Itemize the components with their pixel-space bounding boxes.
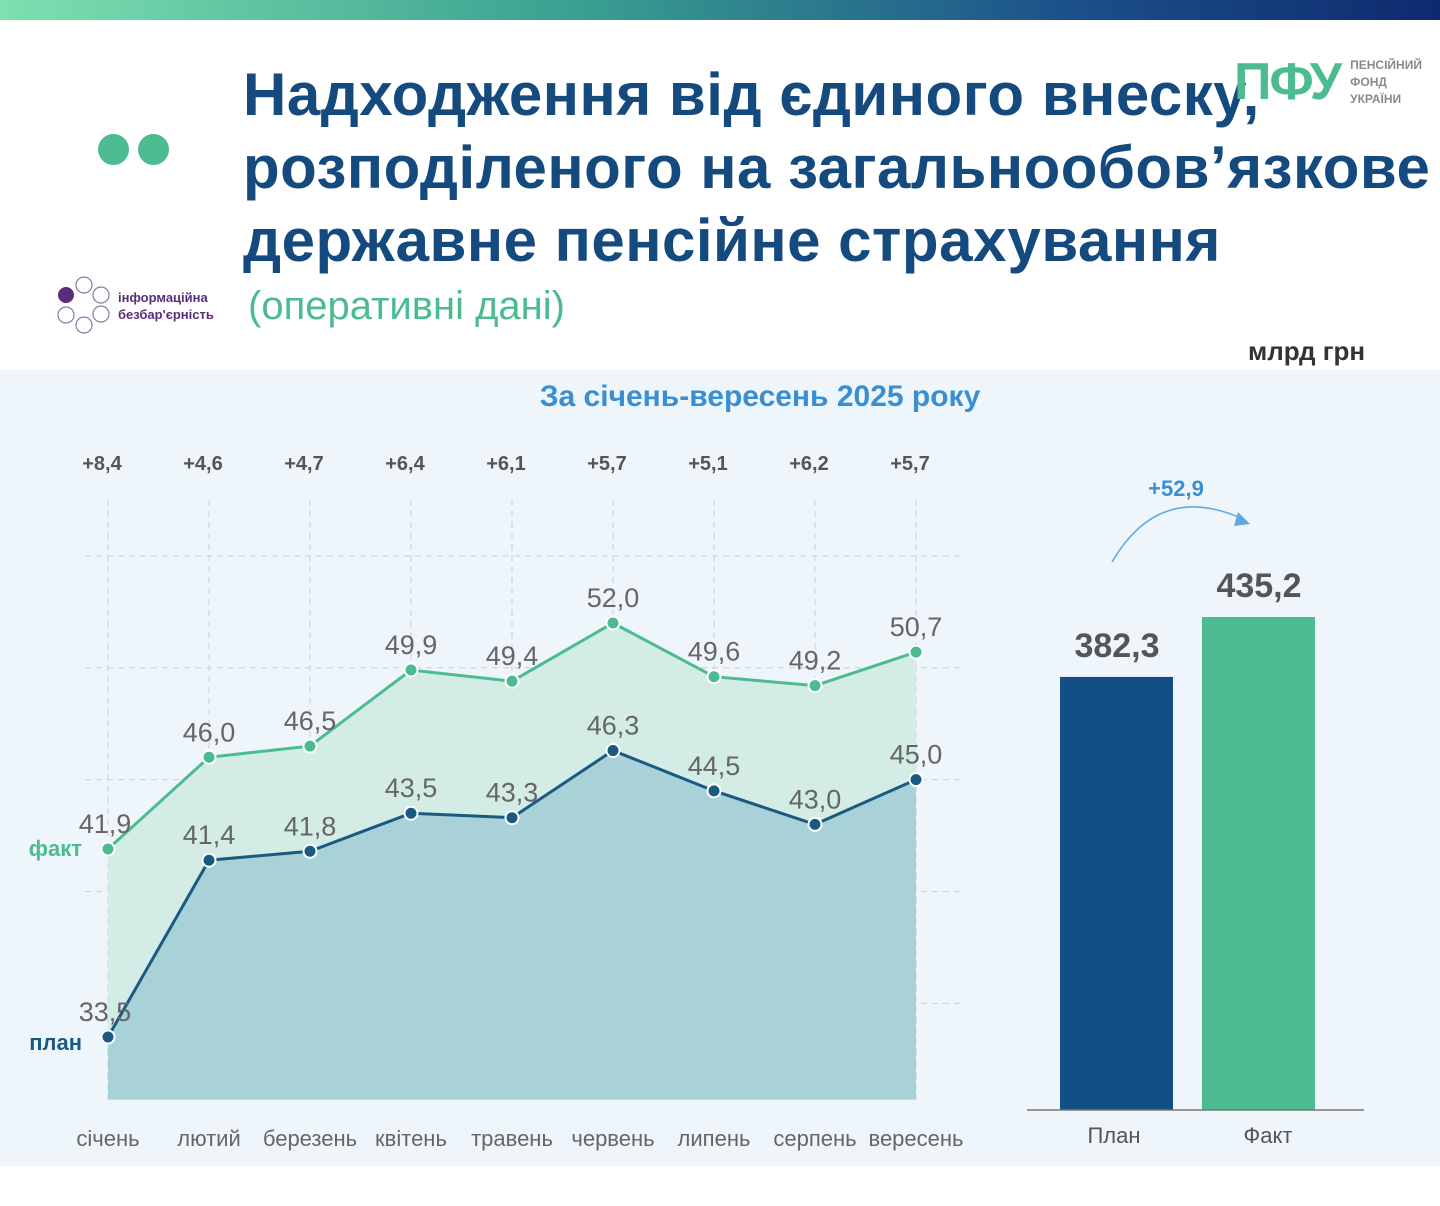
data-label: 44,5 [688, 751, 741, 781]
data-label: 46,3 [587, 711, 640, 741]
accessibility-logo-line: безбар'єрність [118, 307, 214, 322]
difference-label: +5,7 [890, 453, 929, 475]
bar-value-label: 382,3 [1074, 627, 1159, 665]
data-label: 49,6 [688, 637, 741, 667]
legend-plan: план [29, 1030, 82, 1055]
title-line: розподіленого на загальнообов’язкове [243, 134, 1431, 201]
difference-label: +5,7 [587, 453, 626, 475]
bar-difference-label: +52,9 [1148, 476, 1204, 501]
data-point [605, 743, 621, 759]
data-label: 41,9 [79, 809, 132, 839]
x-tick-label: лютий [177, 1126, 241, 1151]
bar-value-label: 435,2 [1216, 567, 1301, 605]
difference-label: +6,4 [385, 453, 425, 475]
accessibility-logo: інформаційна безбар'єрність [56, 276, 214, 336]
bar-category-label: Факт [1244, 1123, 1293, 1148]
data-point [302, 738, 318, 754]
data-label: 45,0 [890, 740, 943, 770]
data-label: 41,4 [183, 820, 236, 850]
data-point [201, 749, 217, 765]
arrow-head-icon [1234, 512, 1250, 526]
difference-label: +6,1 [486, 453, 525, 475]
title-line: Надходження від єдиного внеску, [243, 61, 1260, 128]
chart-title: За січень-вересень 2025 року [539, 380, 981, 413]
difference-label: +4,6 [183, 453, 222, 475]
pfu-logo-line: ФОНД [1350, 74, 1387, 89]
x-tick-label: червень [571, 1126, 654, 1151]
difference-label: +6,2 [789, 453, 828, 475]
pfu-logo: ПФУ ПЕНСІЙНИЙ ФОНД УКРАЇНИ [1234, 52, 1422, 112]
bar-План [1060, 676, 1173, 1110]
data-point [706, 669, 722, 685]
page-title: Надходження від єдиного внеску, розподіл… [243, 58, 1430, 277]
difference-label: +4,7 [284, 453, 323, 475]
circles-icon [57, 276, 110, 334]
unit-label: млрд грн [1248, 336, 1366, 366]
difference-label: +8,4 [82, 453, 122, 475]
data-point [100, 1029, 116, 1045]
data-point [807, 678, 823, 694]
subtitle: (оперативні дані) [248, 284, 565, 328]
x-tick-label: вересень [869, 1126, 964, 1151]
x-tick-label: травень [471, 1126, 553, 1151]
arrow-icon [1111, 506, 1246, 563]
data-label: 49,9 [385, 630, 438, 660]
data-label: 46,0 [183, 717, 236, 747]
data-point [201, 852, 217, 868]
data-label: 46,5 [284, 706, 337, 736]
data-label: 43,0 [789, 784, 842, 814]
x-tick-label: березень [263, 1126, 357, 1151]
bar-Факт [1202, 617, 1315, 1110]
legend-fact: факт [29, 836, 82, 861]
data-point [605, 615, 621, 631]
x-tick-label: січень [76, 1126, 139, 1151]
decorative-dots [98, 134, 178, 170]
pfu-logo-line: ПЕНСІЙНИЙ [1350, 57, 1422, 72]
title-line: державне пенсійне страхування [243, 207, 1221, 274]
data-point [403, 805, 419, 821]
data-point [908, 644, 924, 660]
top-gradient-bar [0, 0, 1440, 20]
plan-area [108, 750, 916, 1100]
data-label: 49,4 [486, 641, 539, 671]
pfu-logo-abbr: ПФУ [1234, 53, 1342, 111]
accessibility-logo-line: інформаційна [118, 290, 208, 305]
data-label: 41,8 [284, 811, 337, 841]
data-point [504, 810, 520, 826]
data-point [302, 843, 318, 859]
data-label: 43,5 [385, 773, 438, 803]
data-label: 52,0 [587, 583, 640, 613]
data-point [706, 783, 722, 799]
pfu-logo-line: УКРАЇНИ [1350, 91, 1402, 106]
bar-category-label: План [1087, 1123, 1140, 1148]
data-point [807, 816, 823, 832]
x-tick-label: серпень [773, 1126, 856, 1151]
data-point [908, 772, 924, 788]
data-point [100, 841, 116, 857]
difference-label: +5,1 [688, 453, 727, 475]
data-label: 50,7 [890, 612, 943, 642]
x-tick-label: липень [678, 1126, 751, 1151]
data-point [403, 662, 419, 678]
data-point [504, 673, 520, 689]
data-label: 49,2 [789, 646, 842, 676]
x-tick-label: квітень [375, 1126, 447, 1151]
data-label: 43,3 [486, 778, 539, 808]
data-label: 33,5 [79, 997, 132, 1027]
